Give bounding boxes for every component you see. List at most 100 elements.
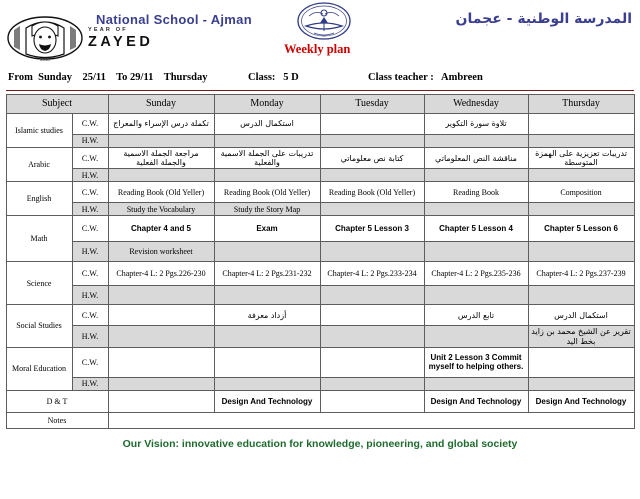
cell-social-cw-thursday: استكمال الدرس <box>527 304 635 327</box>
cell-moral-hw-sunday <box>107 376 215 391</box>
cell-moral-cw-thursday <box>527 346 635 378</box>
cell-social-cw-wednesday: تابع الدرس <box>423 304 529 327</box>
cell-arabic-hw-monday <box>213 168 321 183</box>
column-header-monday: Monday <box>213 94 321 114</box>
cell-social-hw-sunday <box>107 325 215 348</box>
subject-label-design-and-technology: D & T <box>5 389 109 413</box>
school-name-english: National School - Ajman <box>96 12 252 27</box>
cell-dt-thursday: Design And Technology <box>527 389 635 413</box>
cell-math-cw-tuesday: Chapter 5 Lesson 3 <box>319 215 425 243</box>
cell-math-hw-thursday <box>527 241 635 263</box>
cell-islamic-cw-tuesday <box>319 113 425 135</box>
cell-english-cw-tuesday: Reading Book (Old Yeller) <box>319 181 425 204</box>
cell-english-hw-tuesday <box>319 202 425 217</box>
cell-math-hw-wednesday <box>423 241 529 263</box>
cell-english-hw-sunday: Study the Vocabulary <box>107 202 215 217</box>
school-name-arabic: المدرسة الوطنية - عجمان <box>455 11 632 27</box>
worktype-label-hw: H.W. <box>71 241 109 263</box>
cell-arabic-hw-wednesday <box>423 168 529 183</box>
cell-dt-sunday <box>107 389 215 413</box>
cell-math-cw-sunday: Chapter 4 and 5 <box>107 215 215 243</box>
table-row: H.W. تقرير عن الشيخ محمد بن زايد بخط الي… <box>6 325 635 348</box>
table-row: H.W. <box>6 168 635 183</box>
subject-label-islamic-studies: Islamic studies <box>5 113 73 148</box>
notes-value <box>107 411 635 429</box>
cell-arabic-cw-monday: تدريبات على الجملة الاسمية والفعلية <box>213 146 321 170</box>
worktype-label-cw: C.W. <box>71 346 109 378</box>
table-row: H.W. <box>6 134 635 148</box>
column-header-sunday: Sunday <box>107 94 215 114</box>
cell-islamic-hw-wednesday <box>423 134 529 148</box>
cell-science-cw-monday: Chapter-4 L: 2 Pgs.231-232 <box>213 261 321 287</box>
cell-math-hw-sunday: Revision worksheet <box>107 241 215 263</box>
cell-english-cw-thursday: Composition <box>527 181 635 204</box>
zayed-label: ZAYED <box>88 33 154 50</box>
table-row: H.W. <box>6 285 635 306</box>
subject-label-social-studies: Social Studies <box>5 304 73 348</box>
worktype-label-cw: C.W. <box>71 261 109 287</box>
cell-science-hw-wednesday <box>423 285 529 306</box>
table-row: Science C.W. Chapter-4 L: 2 Pgs.226-230 … <box>5 261 635 306</box>
table-header-row: Subject Sunday Monday Tuesday Wednesday … <box>5 94 635 114</box>
table-row: Social Studies C.W. أزداد معرفة تابع الد… <box>5 304 635 348</box>
cell-moral-cw-wednesday: Unit 2 Lesson 3 Commit myself to helping… <box>423 346 529 378</box>
worktype-label-hw: H.W. <box>71 376 109 391</box>
cell-english-cw-wednesday: Reading Book <box>423 181 529 204</box>
worktype-label-hw: H.W. <box>71 202 109 217</box>
cell-moral-cw-sunday <box>107 346 215 378</box>
subject-label-math: Math <box>5 215 73 263</box>
table-row: H.W. Revision worksheet <box>6 241 635 263</box>
worktype-label-hw: H.W. <box>71 325 109 348</box>
table-row: H.W. <box>6 376 635 391</box>
cell-islamic-hw-monday <box>213 134 321 148</box>
cell-arabic-cw-sunday: مراجعة الجملة الاسمية والجملة الفعلية <box>107 146 215 170</box>
cell-dt-tuesday <box>319 389 425 413</box>
cell-english-cw-monday: Reading Book (Old Yeller) <box>213 181 321 204</box>
cell-social-cw-monday: أزداد معرفة <box>213 304 321 327</box>
cell-moral-hw-thursday <box>527 376 635 391</box>
column-header-tuesday: Tuesday <box>319 94 425 114</box>
plan-info-line: From Sunday 25/11 To 29/11 Thursday Clas… <box>0 72 640 88</box>
table-row: Arabic C.W. مراجعة الجملة الاسمية والجمل… <box>5 146 635 183</box>
subject-label-science: Science <box>5 261 73 306</box>
worktype-label-cw: C.W. <box>71 215 109 243</box>
column-header-subject: Subject <box>5 94 109 114</box>
class-name: Class: 5 D <box>248 72 299 83</box>
worktype-label-hw: H.W. <box>71 134 109 148</box>
cell-social-hw-tuesday <box>319 325 425 348</box>
cell-dt-monday: Design And Technology <box>213 389 321 413</box>
cell-english-cw-sunday: Reading Book (Old Yeller) <box>107 181 215 204</box>
cell-social-hw-monday <box>213 325 321 348</box>
notes-label: Notes <box>5 411 109 429</box>
cell-social-cw-tuesday <box>319 304 425 327</box>
column-header-thursday: Thursday <box>527 94 635 114</box>
cell-english-hw-wednesday <box>423 202 529 217</box>
subject-label-arabic: Arabic <box>5 146 73 183</box>
cell-arabic-cw-wednesday: مناقشة النص المعلوماتي <box>423 146 529 170</box>
cell-moral-cw-monday <box>213 346 321 378</box>
cell-science-hw-tuesday <box>319 285 425 306</box>
table-row: Math C.W. Chapter 4 and 5 Exam Chapter 5… <box>5 215 635 263</box>
worktype-label-cw: C.W. <box>71 304 109 327</box>
cell-science-cw-sunday: Chapter-4 L: 2 Pgs.226-230 <box>107 261 215 287</box>
year-of-zayed-portrait-icon: 2018 <box>7 16 83 62</box>
cell-science-hw-monday <box>213 285 321 306</box>
zayed-year-number: 2018 <box>40 57 50 62</box>
worktype-label-cw: C.W. <box>71 113 109 135</box>
cell-moral-hw-wednesday <box>423 376 529 391</box>
cell-dt-wednesday: Design And Technology <box>423 389 529 413</box>
cell-islamic-hw-thursday <box>527 134 635 148</box>
cell-science-hw-thursday <box>527 285 635 306</box>
subject-label-moral-education: Moral Education <box>5 346 73 391</box>
cell-arabic-hw-tuesday <box>319 168 425 183</box>
worktype-label-hw: H.W. <box>71 285 109 306</box>
cell-social-cw-sunday <box>107 304 215 327</box>
worktype-label-cw: C.W. <box>71 146 109 170</box>
cell-arabic-hw-sunday <box>107 168 215 183</box>
weekly-plan-table: Subject Sunday Monday Tuesday Wednesday … <box>5 94 635 429</box>
cell-moral-cw-tuesday <box>319 346 425 378</box>
table-row: D & T Design And Technology Design And T… <box>5 389 635 413</box>
cell-math-cw-thursday: Chapter 5 Lesson 6 <box>527 215 635 243</box>
document-header: 2018 YEAR OF ZAYED National School - Ajm… <box>0 0 640 72</box>
table-row: Notes <box>5 411 635 429</box>
